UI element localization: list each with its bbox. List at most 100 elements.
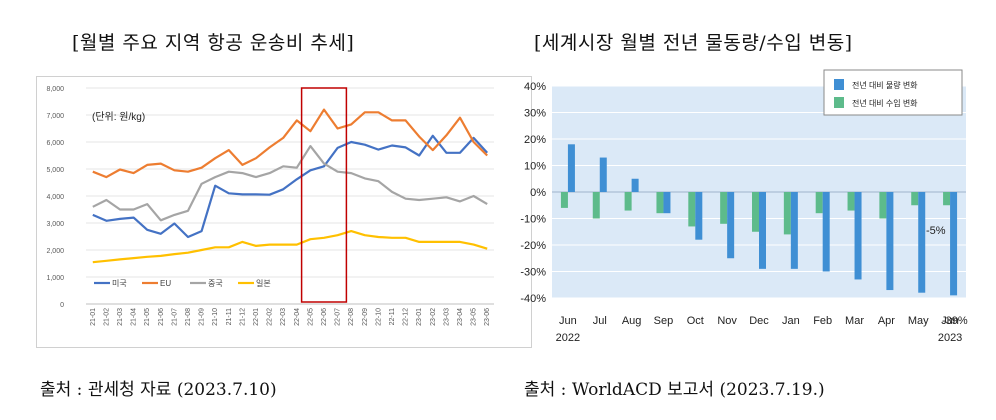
x-tick-label: 22-10 xyxy=(375,308,382,326)
bar xyxy=(815,192,823,214)
x-tick-label: Jun xyxy=(941,315,959,327)
x-tick-label: 21-10 xyxy=(212,308,219,326)
x-tick-label: 23-03 xyxy=(443,308,450,326)
y-tick-label: -30% xyxy=(520,267,546,279)
y-tick-label: 0% xyxy=(530,187,546,199)
y-tick-label: 3,000 xyxy=(46,221,64,228)
unit-annotation: (단위: 원/kg) xyxy=(92,110,145,123)
bar xyxy=(720,192,728,224)
series-line xyxy=(92,108,488,179)
x-tick-label: 22-05 xyxy=(307,308,314,326)
bar xyxy=(822,192,830,272)
x-tick-label: 23-06 xyxy=(484,308,491,326)
bar xyxy=(752,192,759,232)
bar xyxy=(560,192,568,208)
x-tick-label: Sep xyxy=(654,315,674,327)
x-tick-label: 21-06 xyxy=(158,308,165,326)
x-tick-label: 21-05 xyxy=(144,308,151,326)
x-tick-label: 22-02 xyxy=(267,308,274,326)
x-tick-label: 22-09 xyxy=(362,308,369,326)
bar xyxy=(790,192,798,269)
bar xyxy=(911,192,919,206)
bar xyxy=(663,192,671,214)
x-tick-label: 23-01 xyxy=(416,308,423,326)
x-tick-label: Jun xyxy=(559,315,577,327)
y-tick-label: 20% xyxy=(524,134,546,146)
bar xyxy=(695,192,703,240)
x-tick-label: 22-07 xyxy=(335,308,342,326)
legend-label: 일본 xyxy=(256,279,271,288)
x-tick-label: 21-04 xyxy=(131,308,138,326)
series-line xyxy=(92,144,488,222)
y-tick-label: 2,000 xyxy=(46,248,64,255)
y-tick-label: -40% xyxy=(520,293,546,305)
series-line xyxy=(92,134,489,239)
x-year-label: 2022 xyxy=(556,332,580,344)
x-tick-label: 21-12 xyxy=(239,308,246,326)
x-tick-label: 21-02 xyxy=(103,308,110,326)
x-tick-label: Nov xyxy=(717,315,737,327)
x-tick-label: 21-09 xyxy=(199,308,206,326)
x-tick-label: 22-08 xyxy=(348,308,355,326)
left-source-caption: 출처 : 관세청 자료 (2023.7.10) xyxy=(40,380,277,400)
data-label-neg39: -39% xyxy=(942,315,968,327)
x-year-label: 2023 xyxy=(938,332,962,344)
x-tick-label: 21-07 xyxy=(171,308,178,326)
series-line xyxy=(92,230,488,264)
x-tick-label: 21-08 xyxy=(185,308,192,326)
bar xyxy=(783,192,791,235)
y-tick-label: 30% xyxy=(524,108,546,120)
bar xyxy=(943,192,951,206)
highlight-box xyxy=(300,87,348,303)
x-tick-label: Aug xyxy=(622,315,642,327)
data-label-neg5: -5% xyxy=(926,225,946,237)
right-source-caption: 출처 : WorldACD 보고서 (2023.7.19.) xyxy=(524,380,825,400)
left-chart-title: [월별 주요 지역 항공 운송비 추세] xyxy=(72,32,355,54)
legend-label: 미국 xyxy=(112,279,127,288)
y-tick-label: 4,000 xyxy=(46,194,64,201)
x-tick-label: 22-12 xyxy=(403,308,410,326)
legend-label: 중국 xyxy=(208,279,223,288)
x-tick-label: 22-04 xyxy=(294,308,301,326)
y-tick-label: 40% xyxy=(524,81,546,93)
y-tick-label: 7,000 xyxy=(46,113,64,120)
bar xyxy=(656,192,664,214)
bar xyxy=(688,192,696,227)
bar xyxy=(854,192,862,280)
y-tick-label: -20% xyxy=(520,240,546,252)
x-tick-label: 22-06 xyxy=(321,308,328,326)
y-tick-label: 0 xyxy=(60,302,64,309)
x-tick-label: Jul xyxy=(593,315,607,327)
x-tick-label: Feb xyxy=(813,315,832,327)
bar xyxy=(599,157,607,192)
x-tick-label: 22-01 xyxy=(253,308,260,326)
y-tick-label: 5,000 xyxy=(46,167,64,174)
x-tick-label: Jan xyxy=(782,315,800,327)
x-tick-label: 22-03 xyxy=(280,308,287,326)
x-tick-label: 21-01 xyxy=(90,308,97,326)
y-tick-label: 1,000 xyxy=(46,275,64,282)
x-tick-label: 23-04 xyxy=(457,308,464,326)
line-chart-frame xyxy=(36,76,532,348)
legend-swatch xyxy=(834,79,844,90)
bar xyxy=(759,192,766,269)
x-tick-label: Mar xyxy=(845,315,864,327)
bar xyxy=(847,192,855,211)
bar xyxy=(886,192,894,291)
x-tick-label: Dec xyxy=(749,315,769,327)
x-tick-label: 23-05 xyxy=(471,308,478,326)
legend-box xyxy=(823,69,963,116)
x-tick-label: May xyxy=(908,315,929,327)
x-tick-label: 21-03 xyxy=(117,308,124,326)
bar xyxy=(727,192,735,259)
bar xyxy=(631,178,639,192)
line-chart: 0 1,000 2,000 3,000 4,000 5,000 6,000 7,000 8,00… xyxy=(36,76,532,348)
bar xyxy=(918,192,926,293)
legend-label: 전년 대비 물량 변화 xyxy=(852,80,918,90)
bar xyxy=(567,144,575,192)
bar xyxy=(950,192,958,296)
y-tick-label: 6,000 xyxy=(46,140,64,147)
right-chart-title: [세계시장 월별 전년 물동량/수입 변동] xyxy=(534,32,853,54)
bar xyxy=(624,192,632,211)
x-tick-label: Oct xyxy=(687,315,704,327)
